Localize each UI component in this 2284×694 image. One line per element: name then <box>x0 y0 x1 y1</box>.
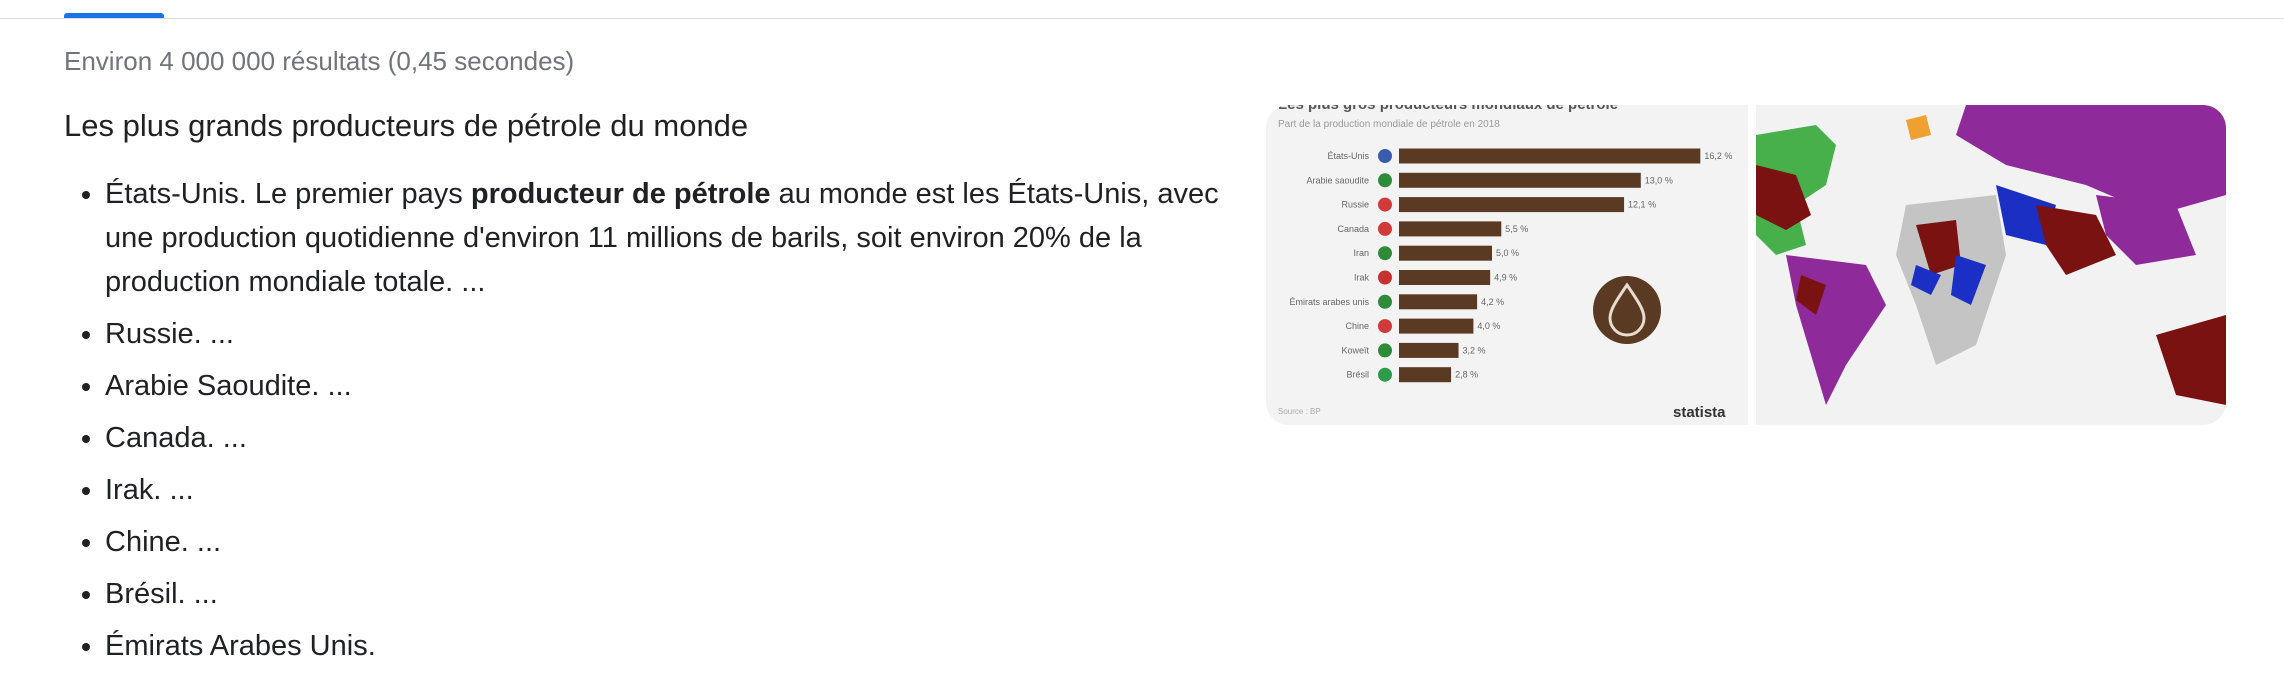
drop-icon <box>1608 282 1646 337</box>
snippet-list: États-Unis. Le premier pays producteur d… <box>64 172 1235 676</box>
bar <box>1399 294 1478 310</box>
bar-value-label: 12,1 % <box>1628 200 1656 210</box>
bar-value-label: 2,8 % <box>1455 370 1478 380</box>
bar-category: Canada <box>1337 224 1369 234</box>
bar-value-label: 16,2 % <box>1704 151 1732 161</box>
thumbnail-subtitle: Part de la production mondiale de pétrol… <box>1278 119 1500 130</box>
item-text: Arabie Saoudite. ... <box>105 370 352 402</box>
snippet-item: Arabie Saoudite. ... <box>105 364 1235 408</box>
flag-icon <box>1378 343 1392 358</box>
item-text: Chine. ... <box>105 526 222 558</box>
snippet-item: Russie. ... <box>105 312 1235 356</box>
bold-text: producteur de pétrole <box>470 178 771 210</box>
item-text: États-Unis. Le premier pays <box>105 178 471 210</box>
map-region <box>1906 115 1931 140</box>
map-region <box>1756 165 1811 230</box>
thumbnail-brand: statista <box>1673 404 1726 421</box>
bar-value-label: 4,9 % <box>1494 273 1517 283</box>
map-thumbnail[interactable] <box>1756 105 2226 425</box>
flag-icon <box>1378 149 1392 163</box>
bar-value-label: 3,2 % <box>1463 345 1486 355</box>
drop-icon-bg <box>1593 276 1661 344</box>
bar-value-label: 5,5 % <box>1505 224 1528 234</box>
item-text: au monde est les États-Unis, avec une pr… <box>105 178 1219 298</box>
bar-category: Russie <box>1341 200 1369 210</box>
bar-category: Irak <box>1354 273 1370 283</box>
bar <box>1399 197 1625 213</box>
item-text: Russie. ... <box>105 318 234 350</box>
bar-value-label: 13,0 % <box>1645 175 1673 185</box>
bar-category: Chine <box>1345 321 1369 331</box>
bar <box>1399 245 1492 261</box>
tab-divider <box>0 18 2284 19</box>
item-text: Émirats Arabes Unis. <box>105 630 376 662</box>
chart-thumbnail[interactable]: Les plus gros producteurs mondiaux de pé… <box>1266 105 1748 425</box>
flag-icon <box>1378 173 1392 188</box>
map-region <box>1956 105 2226 215</box>
thumbnail-source: Source : BP <box>1278 407 1321 416</box>
snippet-item: Émirats Arabes Unis. <box>105 624 1235 668</box>
snippet-item: Brésil. ... <box>105 572 1235 616</box>
item-text: Brésil. ... <box>105 578 218 610</box>
image-strip: Les plus gros producteurs mondiaux de pé… <box>1266 105 2226 425</box>
flag-icon <box>1378 294 1392 309</box>
snippet-item: Chine. ... <box>105 520 1235 564</box>
bar <box>1399 342 1459 358</box>
snippet-item: Irak. ... <box>105 468 1235 512</box>
bar-category: Iran <box>1353 248 1369 258</box>
map-region <box>1916 220 1961 275</box>
bar <box>1399 221 1502 237</box>
map-region <box>1951 255 1986 305</box>
thumbnail-title: Les plus gros producteurs mondiaux de pé… <box>1278 105 1618 113</box>
bar <box>1399 318 1474 334</box>
bar-value-label: 5,0 % <box>1496 248 1519 258</box>
map-region <box>2096 195 2196 265</box>
bar-value-label: 4,2 % <box>1481 297 1504 307</box>
bar-category: Brésil <box>1346 370 1369 380</box>
flag-icon <box>1378 319 1392 334</box>
result-stats: Environ 4 000 000 résultats (0,45 second… <box>64 46 575 76</box>
bar <box>1399 367 1452 383</box>
bar-value-label: 4,0 % <box>1477 321 1500 331</box>
item-text: Canada. ... <box>105 422 247 454</box>
bar <box>1399 270 1491 285</box>
snippet-heading[interactable]: Les plus grands producteurs de pétrole d… <box>64 108 749 143</box>
flag-icon <box>1378 246 1392 261</box>
flag-icon <box>1378 197 1392 212</box>
bar-category: Koweït <box>1341 345 1369 355</box>
bar <box>1399 148 1701 164</box>
bar <box>1399 172 1641 188</box>
flag-icon <box>1378 221 1392 236</box>
item-text: Irak. ... <box>105 474 194 506</box>
map-region <box>1996 185 2056 245</box>
flag-icon <box>1378 270 1392 285</box>
flag-icon <box>1378 367 1392 382</box>
bar-category: Émirats arabes unis <box>1289 297 1369 307</box>
snippet-item: Canada. ... <box>105 416 1235 460</box>
bar-category: États-Unis <box>1327 151 1369 161</box>
map-region <box>2156 315 2226 405</box>
bar-category: Arabie saoudite <box>1306 175 1369 185</box>
map-region <box>2036 205 2116 275</box>
map-region <box>1911 265 1941 295</box>
snippet-item: États-Unis. Le premier pays producteur d… <box>105 172 1235 304</box>
map-region <box>1796 275 1826 315</box>
active-tab-indicator <box>64 13 164 18</box>
